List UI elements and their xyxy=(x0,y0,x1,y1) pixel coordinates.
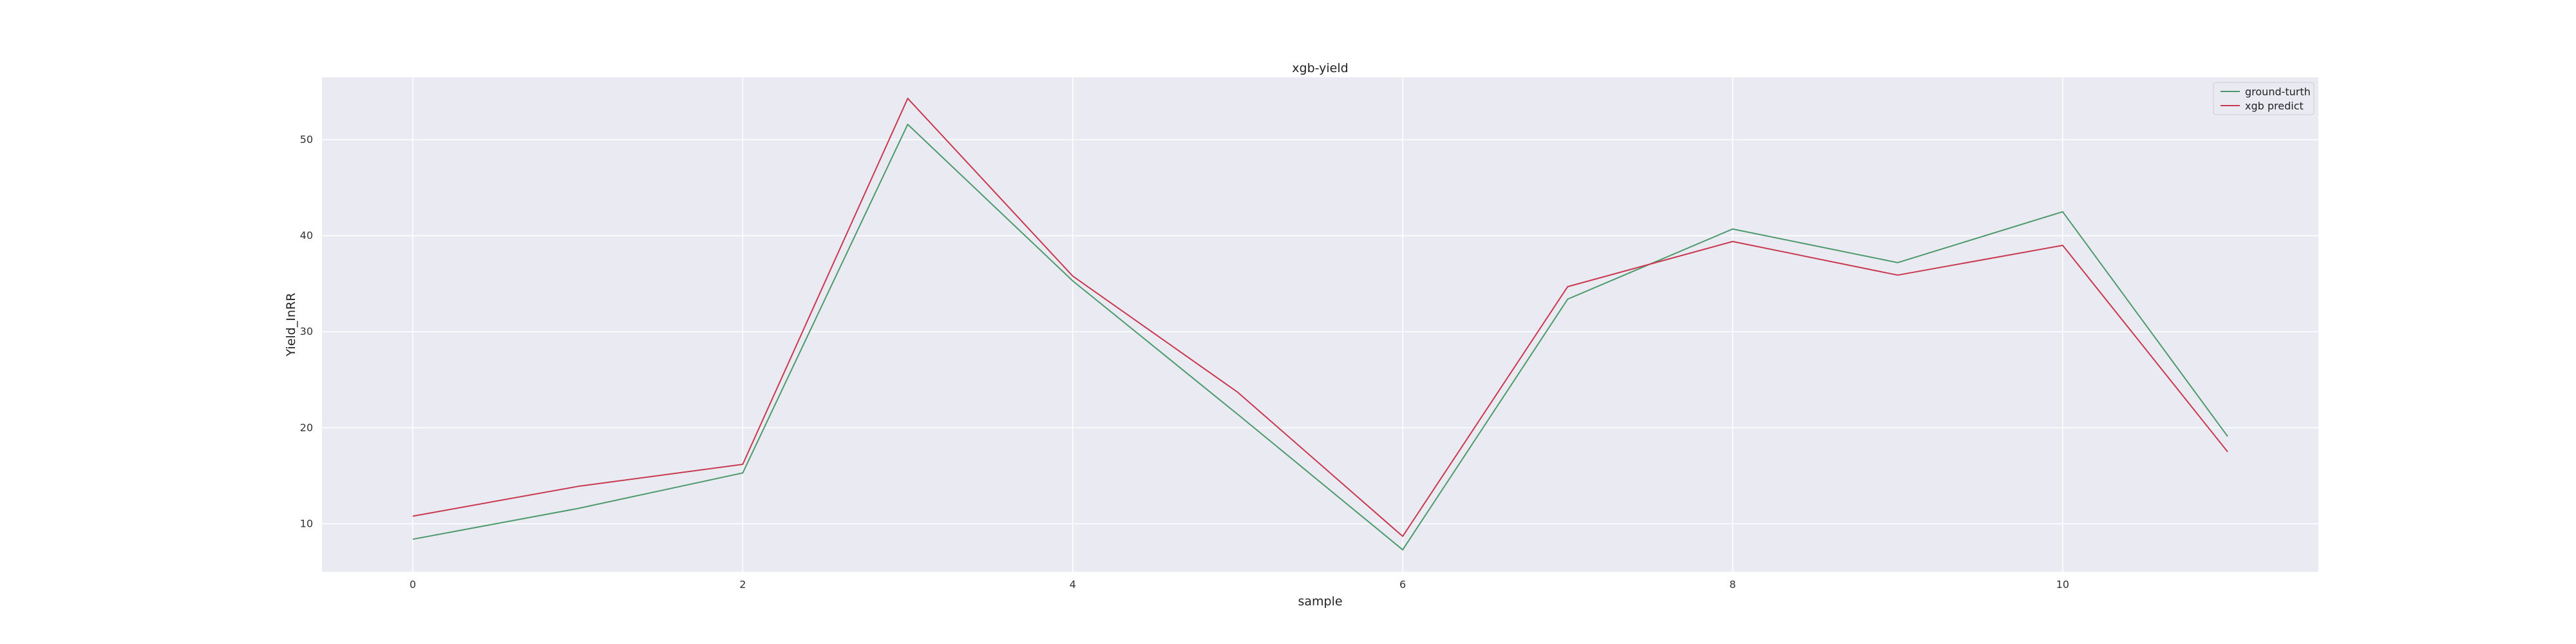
x-tick-label: 8 xyxy=(1729,578,1736,591)
x-tick-labels: 0 2 4 6 8 10 xyxy=(410,578,2069,591)
legend-box xyxy=(2213,82,2315,115)
series-line-ground-turth xyxy=(412,124,2228,551)
y-tick-label: 30 xyxy=(300,325,313,337)
x-tick-label: 10 xyxy=(2056,578,2069,591)
y-tick-label: 10 xyxy=(300,517,313,529)
series-lines xyxy=(412,97,2228,551)
x-tick-label: 4 xyxy=(1070,578,1076,591)
y-tick-labels: 10 20 30 40 50 xyxy=(300,133,313,530)
y-axis-label: Yield_InRR xyxy=(284,293,298,357)
x-tick-label: 2 xyxy=(739,578,746,591)
series-line-xgb-predict xyxy=(412,97,2228,537)
legend-label-ground-turth: ground-turth xyxy=(2245,86,2311,98)
x-axis-label: sample xyxy=(1298,594,1342,609)
plot-background xyxy=(322,77,2318,572)
y-tick-label: 40 xyxy=(300,229,313,242)
chart-title: xgb-yield xyxy=(1292,61,1348,75)
x-tick-label: 0 xyxy=(410,578,416,591)
legend-label-xgb-predict: xgb predict xyxy=(2245,100,2304,112)
y-tick-label: 50 xyxy=(300,133,313,146)
legend: ground-turth xgb predict xyxy=(2213,82,2315,115)
x-tick-label: 6 xyxy=(1399,578,1406,591)
y-tick-label: 20 xyxy=(300,421,313,433)
